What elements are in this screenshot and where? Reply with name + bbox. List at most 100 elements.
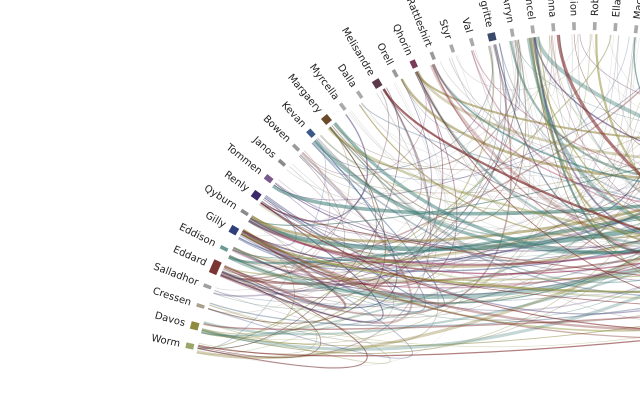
ribbon-robert-arryn (455, 34, 592, 91)
node-arc-robert-arryn (592, 22, 597, 31)
ribbon-samwell (213, 226, 640, 310)
ribbon-eddard (224, 40, 519, 285)
ribbon-tyrion (227, 254, 640, 299)
ribbon-davos (203, 272, 391, 365)
node-arc-qyburn (240, 208, 249, 217)
ribbon-oberyn (209, 302, 640, 327)
ribbon-tyrion (203, 270, 640, 336)
ribbon-lancel (224, 37, 543, 318)
node-label-janos: Janos (250, 134, 278, 161)
node-arc-olenna (551, 23, 556, 32)
ribbon-tywin (470, 50, 640, 213)
ribbon-samwell (533, 37, 640, 252)
ribbon-qhorin (414, 72, 640, 267)
node-label-cressen: Cressen (151, 286, 192, 309)
ribbon-grenn (579, 33, 640, 94)
ribbon-eddard (223, 186, 640, 283)
ribbon-oberyn (214, 289, 640, 305)
ribbon-alliser (233, 246, 640, 286)
ribbon-bro (556, 34, 640, 177)
ribbon-davos (201, 222, 640, 355)
node-label-kevan: Kevan (279, 100, 308, 130)
ribbon-jaime (528, 37, 640, 241)
ribbon-tyrion (333, 122, 640, 255)
ribbon-tyrion (535, 36, 640, 118)
ribbon-olenna (535, 35, 557, 97)
ribbon-melisandre (197, 88, 432, 358)
ribbon-arya (538, 36, 640, 274)
ribbon-robert (534, 37, 640, 142)
ribbon-davos (201, 325, 640, 347)
node-arc-marillion (572, 22, 576, 31)
ribbon-bro (198, 340, 640, 357)
node-label-eddard: Eddard (171, 244, 208, 268)
node-arc-jon-arryn (509, 28, 515, 37)
ribbon-jon-arryn (457, 39, 535, 203)
ribbon-davos (200, 45, 494, 339)
node-arc-rattleshirt (429, 51, 436, 61)
ribbon-tywin (231, 249, 640, 289)
ribbons-group (196, 33, 640, 369)
ribbon-qyburn (222, 219, 313, 292)
ribbon-bro (203, 316, 640, 331)
ribbon-cressen (207, 45, 494, 314)
ribbon-bowen (298, 40, 516, 194)
ribbon-arya (242, 229, 640, 332)
ribbon-oberyn (558, 34, 640, 194)
ribbon-renly (265, 194, 640, 315)
ribbon-tyrion (313, 139, 640, 255)
ribbon-margaery (329, 126, 640, 263)
node-arc-cressen (196, 302, 205, 309)
ribbon-ang (333, 124, 640, 320)
ribbon-tyrion (201, 294, 640, 351)
ribbon-shireen (233, 153, 640, 268)
node-label-eddison: Eddison (177, 222, 217, 250)
ribbon-arya (595, 34, 640, 177)
ribbon-olenna (549, 35, 640, 241)
node-arc-val (469, 37, 475, 47)
ribbon-melisandre (262, 88, 430, 256)
ribbon-marillion (240, 34, 573, 296)
node-arc-qhorin (409, 59, 418, 69)
ribbon-bro (260, 202, 640, 329)
ribbon-melisandre (221, 90, 389, 277)
node-arc-dalla (355, 90, 364, 100)
ribbon-arya (224, 266, 640, 281)
ribbon-margaery (328, 39, 520, 170)
ribbon-qhorin (302, 70, 427, 177)
ribbon-margaery (333, 123, 640, 171)
ribbon-robert (232, 248, 640, 296)
ribbon-jaime (250, 215, 640, 268)
node-arc-melisandre (371, 78, 383, 89)
node-arc-janos (277, 158, 287, 167)
node-label-ygritte: Ygritte (476, 0, 495, 28)
node-arc-bowen (291, 143, 301, 152)
ribbon-tyrion (201, 252, 640, 337)
ribbon-eddard (224, 188, 640, 308)
ribbon-bro (242, 229, 640, 331)
node-arc-margaery (320, 113, 332, 126)
ribbon-arya (258, 203, 640, 299)
ribbon-myrcella (350, 41, 516, 193)
ribbon-eddard (221, 257, 640, 286)
node-label-salladhor: Salladhor (152, 261, 201, 288)
ribbon-val (474, 49, 640, 222)
ribbon-davos (202, 101, 640, 340)
ribbon-eddison (233, 39, 521, 267)
ribbon-bro (240, 233, 640, 339)
ribbon-davos (202, 228, 295, 335)
ribbon-robert (242, 230, 640, 312)
node-label-orell: Orell (374, 41, 395, 67)
ribbon-tywin (433, 63, 640, 203)
ribbon-eddison (233, 247, 640, 321)
ribbon-arya (327, 127, 640, 237)
ribbon-kevan (197, 138, 327, 350)
ribbon-ellaria (609, 34, 640, 96)
ribbon-tyrion (232, 218, 640, 259)
ribbon-tommen (277, 179, 640, 280)
node-arc-ygritte (487, 32, 497, 42)
node-label-davos: Davos (153, 310, 186, 329)
ribbon-aemon (300, 153, 640, 194)
